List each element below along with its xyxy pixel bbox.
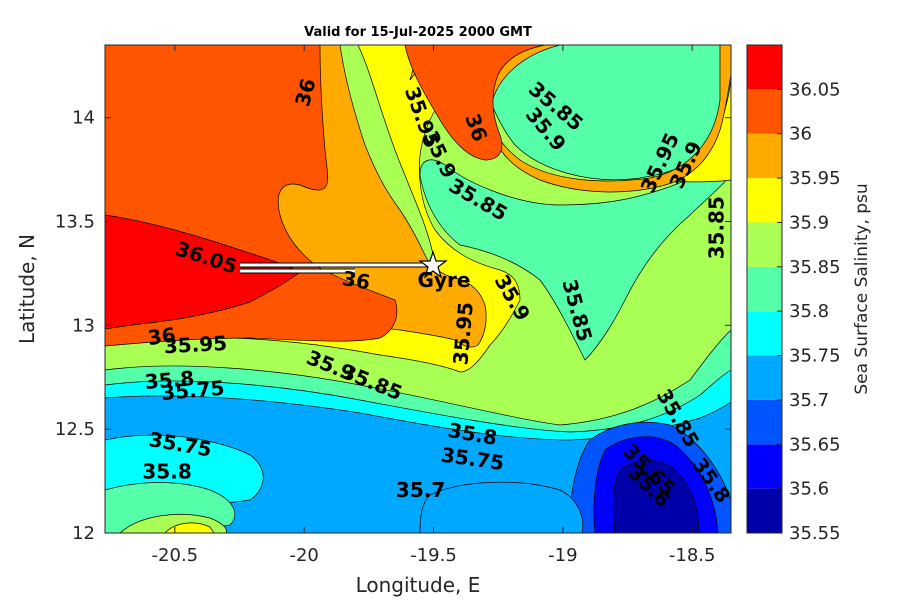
x-tick-label: -19.5 bbox=[410, 545, 457, 566]
plot-frame bbox=[104, 44, 732, 534]
colorbar-swatch bbox=[747, 355, 782, 400]
contour-label: 35.7 bbox=[396, 478, 445, 502]
y-tick-label: 12.5 bbox=[55, 419, 95, 440]
chart-title: Valid for 15-Jul-2025 2000 GMT bbox=[304, 25, 532, 40]
contour-label: 35.8 bbox=[144, 366, 195, 394]
colorbar-tick-label: 36 bbox=[789, 124, 812, 145]
y-tick-label: 14 bbox=[72, 108, 95, 129]
colorbar-swatch bbox=[747, 399, 782, 445]
y-axis-label: Latitude, N bbox=[15, 234, 39, 344]
colorbar-swatch bbox=[747, 488, 782, 533]
contour-label: 35.75 bbox=[160, 376, 225, 405]
colorbar-swatch bbox=[747, 45, 782, 90]
x-tick-label: -19 bbox=[548, 545, 577, 566]
colorbar-swatch bbox=[747, 222, 782, 267]
x-tick-label: -18.5 bbox=[669, 545, 716, 566]
x-tick-label: -20 bbox=[289, 545, 318, 566]
colorbar-tick-label: 35.8 bbox=[789, 301, 829, 322]
gyre-star-marker bbox=[418, 250, 448, 279]
colorbar-swatch bbox=[747, 89, 782, 134]
gyre-track: Gyre bbox=[240, 250, 471, 292]
colorbar-tick-label: 35.65 bbox=[789, 434, 841, 455]
colorbar-label: Sea Surface Salinity, psu bbox=[852, 183, 872, 394]
colorbar-swatch bbox=[747, 444, 782, 489]
y-tick-label: 13.5 bbox=[55, 212, 95, 233]
colorbar-tick-label: 35.85 bbox=[789, 257, 841, 278]
colorbar-tick-label: 35.75 bbox=[789, 346, 841, 367]
y-axis: 12 12.5 13 13.5 14 bbox=[55, 108, 731, 544]
colorbar-swatch bbox=[747, 133, 782, 179]
colorbar-tick-label: 35.6 bbox=[789, 479, 829, 500]
x-axis: -20.5 -20 -19.5 -19 -18.5 bbox=[152, 45, 716, 566]
colorbar-frame bbox=[746, 44, 783, 534]
contour-label: 35.85 bbox=[705, 196, 729, 259]
gyre-label: Gyre bbox=[418, 268, 471, 292]
level-35.8-region-center bbox=[419, 149, 731, 361]
level-35.9-pocket bbox=[164, 522, 215, 533]
colorbar-tick-label: 35.7 bbox=[789, 390, 829, 411]
colorbar-tick-label: 35.9 bbox=[789, 212, 829, 233]
colorbar: 35.55 35.6 35.65 35.7 35.75 35.8 35.85 35.9 35.9… bbox=[746, 44, 841, 544]
contour-label: 36 bbox=[146, 322, 177, 350]
colorbar-swatch bbox=[747, 178, 782, 223]
x-axis-label: Longitude, E bbox=[356, 573, 481, 597]
contour-field bbox=[105, 45, 731, 533]
contour-label: 36 bbox=[340, 266, 372, 294]
colorbar-tick-label: 35.95 bbox=[789, 168, 841, 189]
colorbar-tick-label: 35.55 bbox=[789, 523, 841, 544]
colorbar-tick-label: 36.05 bbox=[789, 79, 841, 100]
colorbar-swatch bbox=[747, 266, 782, 312]
level-36-region-north bbox=[404, 45, 546, 161]
contour-label: 35.95 bbox=[163, 331, 227, 358]
x-tick-label: -20.5 bbox=[152, 545, 199, 566]
contour-label: 35.8 bbox=[142, 459, 191, 483]
y-tick-label: 12 bbox=[72, 523, 95, 544]
level-36.05-region bbox=[105, 214, 301, 330]
contour-label: 35.95 bbox=[448, 301, 477, 366]
colorbar-swatch bbox=[747, 311, 782, 356]
level-35.55-region bbox=[612, 459, 699, 533]
y-tick-label: 13 bbox=[72, 315, 95, 336]
level-35.7-bump bbox=[419, 481, 584, 533]
